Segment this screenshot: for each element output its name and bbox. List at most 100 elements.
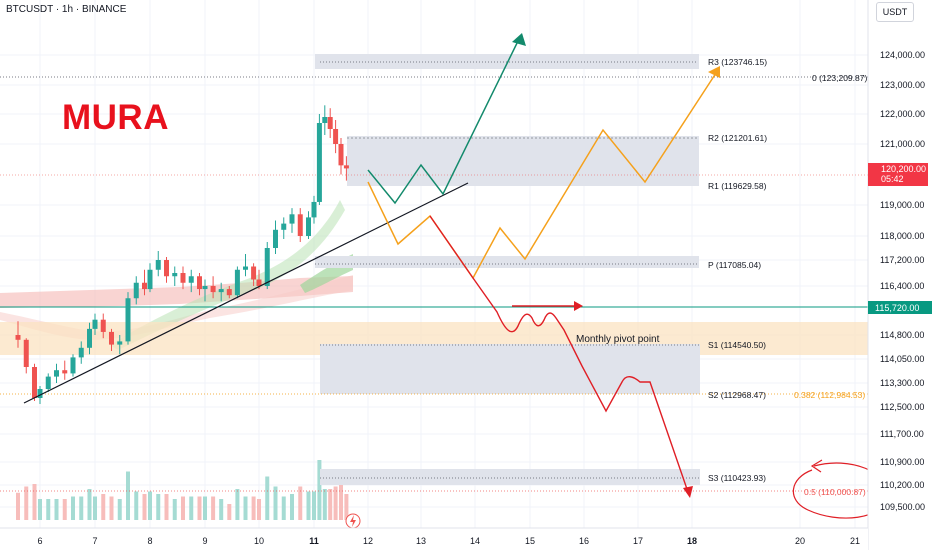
s3-zone bbox=[320, 469, 700, 485]
monthly-pivot-label: Monthly pivot point bbox=[576, 334, 660, 345]
s2-label: S2 (112968.47) bbox=[708, 390, 766, 400]
r2-label: R2 (121201.61) bbox=[708, 133, 767, 143]
handdrawn-arrow-tip bbox=[810, 459, 823, 473]
s1-label: S1 (114540.50) bbox=[708, 340, 766, 350]
y-tick-label: 110,200.00 bbox=[880, 480, 924, 490]
candle-body bbox=[316, 123, 322, 202]
volume-bar bbox=[142, 494, 147, 520]
current-price-tag bbox=[868, 163, 928, 186]
red-arrowhead bbox=[683, 486, 693, 498]
candle-body bbox=[297, 214, 303, 236]
current-price-value: 120,200.00 bbox=[881, 164, 926, 174]
candle-body bbox=[142, 282, 147, 290]
x-tick-label: 13 bbox=[416, 536, 426, 546]
volume-bars bbox=[16, 460, 349, 520]
candle-body bbox=[322, 117, 328, 123]
candle-body bbox=[78, 347, 84, 358]
volume-bar bbox=[328, 489, 333, 520]
y-tick-label: 123,000.00 bbox=[880, 80, 925, 90]
y-tick-label: 118,000.00 bbox=[880, 231, 924, 241]
y-tick-label: 114,800.00 bbox=[880, 330, 924, 340]
countdown-value: 05:42 bbox=[881, 174, 904, 184]
volume-bar bbox=[93, 496, 97, 520]
red-projection-path bbox=[429, 215, 689, 493]
candle-body bbox=[243, 266, 248, 270]
volume-bar bbox=[317, 460, 322, 520]
candle-body bbox=[117, 341, 123, 345]
y-tick-label: 117,200.00 bbox=[880, 255, 924, 265]
volume-bar bbox=[189, 496, 194, 520]
candle-body bbox=[327, 117, 333, 129]
candle-body bbox=[23, 339, 29, 367]
x-tick-label: 10 bbox=[254, 536, 264, 546]
volume-bar bbox=[156, 494, 161, 520]
pivot-zone bbox=[315, 256, 699, 268]
y-tick-label: 116,400.00 bbox=[880, 281, 924, 291]
candle-body bbox=[15, 335, 21, 340]
volume-bar bbox=[203, 496, 207, 520]
candle-body bbox=[164, 260, 169, 277]
candle-body bbox=[109, 331, 114, 345]
y-tick-label: 121,000.00 bbox=[880, 139, 925, 149]
y-tick-label: 110,900.00 bbox=[880, 457, 924, 467]
candle-body bbox=[273, 229, 278, 248]
lightning-icon[interactable] bbox=[345, 513, 361, 529]
volume-bar bbox=[134, 491, 139, 520]
volume-bar bbox=[181, 496, 185, 520]
candle-body bbox=[264, 248, 270, 286]
volume-bar bbox=[251, 496, 256, 520]
candle-body bbox=[210, 286, 216, 293]
volume-bar bbox=[46, 499, 51, 520]
candle-body bbox=[147, 269, 153, 290]
candle-body bbox=[197, 276, 202, 290]
x-tick-label: 18 bbox=[687, 536, 697, 546]
volume-bar bbox=[164, 494, 169, 520]
y-tick-label: 111,700.00 bbox=[880, 429, 924, 439]
candle-body bbox=[172, 273, 178, 277]
volume-bar bbox=[62, 499, 67, 520]
time-axis[interactable]: 6 7 8 9 10 11 12 13 14 15 16 17 18 20 21 bbox=[0, 527, 868, 550]
volume-bar bbox=[339, 484, 343, 520]
volume-bar bbox=[281, 496, 286, 520]
pivot-zones bbox=[0, 54, 868, 485]
s3-label: S3 (110423.93) bbox=[708, 473, 766, 483]
candle-body bbox=[32, 367, 37, 398]
candle-body bbox=[133, 282, 139, 299]
x-tick-label: 9 bbox=[202, 536, 207, 546]
volume-bar bbox=[24, 486, 29, 520]
y-tick-label: 124,000.00 bbox=[880, 50, 925, 60]
handdrawn-circle bbox=[792, 462, 889, 519]
volume-bar bbox=[71, 496, 75, 520]
green-arrowhead bbox=[512, 33, 526, 46]
x-tick-label: 6 bbox=[37, 536, 42, 546]
s1-s2-zone bbox=[320, 344, 700, 394]
r3-label: R3 (123746.15) bbox=[708, 57, 767, 67]
price-axis[interactable]: 124,000.00 123,000.00 122,000.00 121,000.00… bbox=[867, 0, 932, 550]
candle-body bbox=[311, 201, 317, 218]
volume-bar bbox=[298, 486, 303, 520]
volume-bar bbox=[54, 499, 59, 520]
candle-body bbox=[202, 286, 208, 290]
volume-bar bbox=[333, 486, 338, 520]
x-tick-label: 7 bbox=[92, 536, 97, 546]
candle-body bbox=[62, 370, 68, 374]
level-labels: R3 (123746.15) 0 (123,209.87) R2 (121201… bbox=[708, 57, 867, 497]
candle-body bbox=[125, 298, 131, 342]
candle-body bbox=[333, 129, 339, 144]
candle-body bbox=[45, 376, 51, 389]
volume-bar bbox=[101, 494, 106, 520]
candle-body bbox=[70, 357, 76, 374]
horizontal-lines bbox=[0, 76, 868, 492]
candle-body bbox=[100, 319, 106, 332]
x-tick-label: 12 bbox=[363, 536, 373, 546]
volume-bar bbox=[197, 496, 202, 520]
marked-price-value: 115,720.00 bbox=[875, 303, 919, 313]
candle-body bbox=[188, 276, 194, 283]
orange-arrowhead bbox=[708, 66, 720, 78]
currency-button[interactable]: USDT bbox=[876, 2, 914, 22]
candle-body bbox=[256, 279, 262, 286]
candle-body bbox=[306, 217, 311, 236]
x-tick-label: 20 bbox=[795, 536, 805, 546]
